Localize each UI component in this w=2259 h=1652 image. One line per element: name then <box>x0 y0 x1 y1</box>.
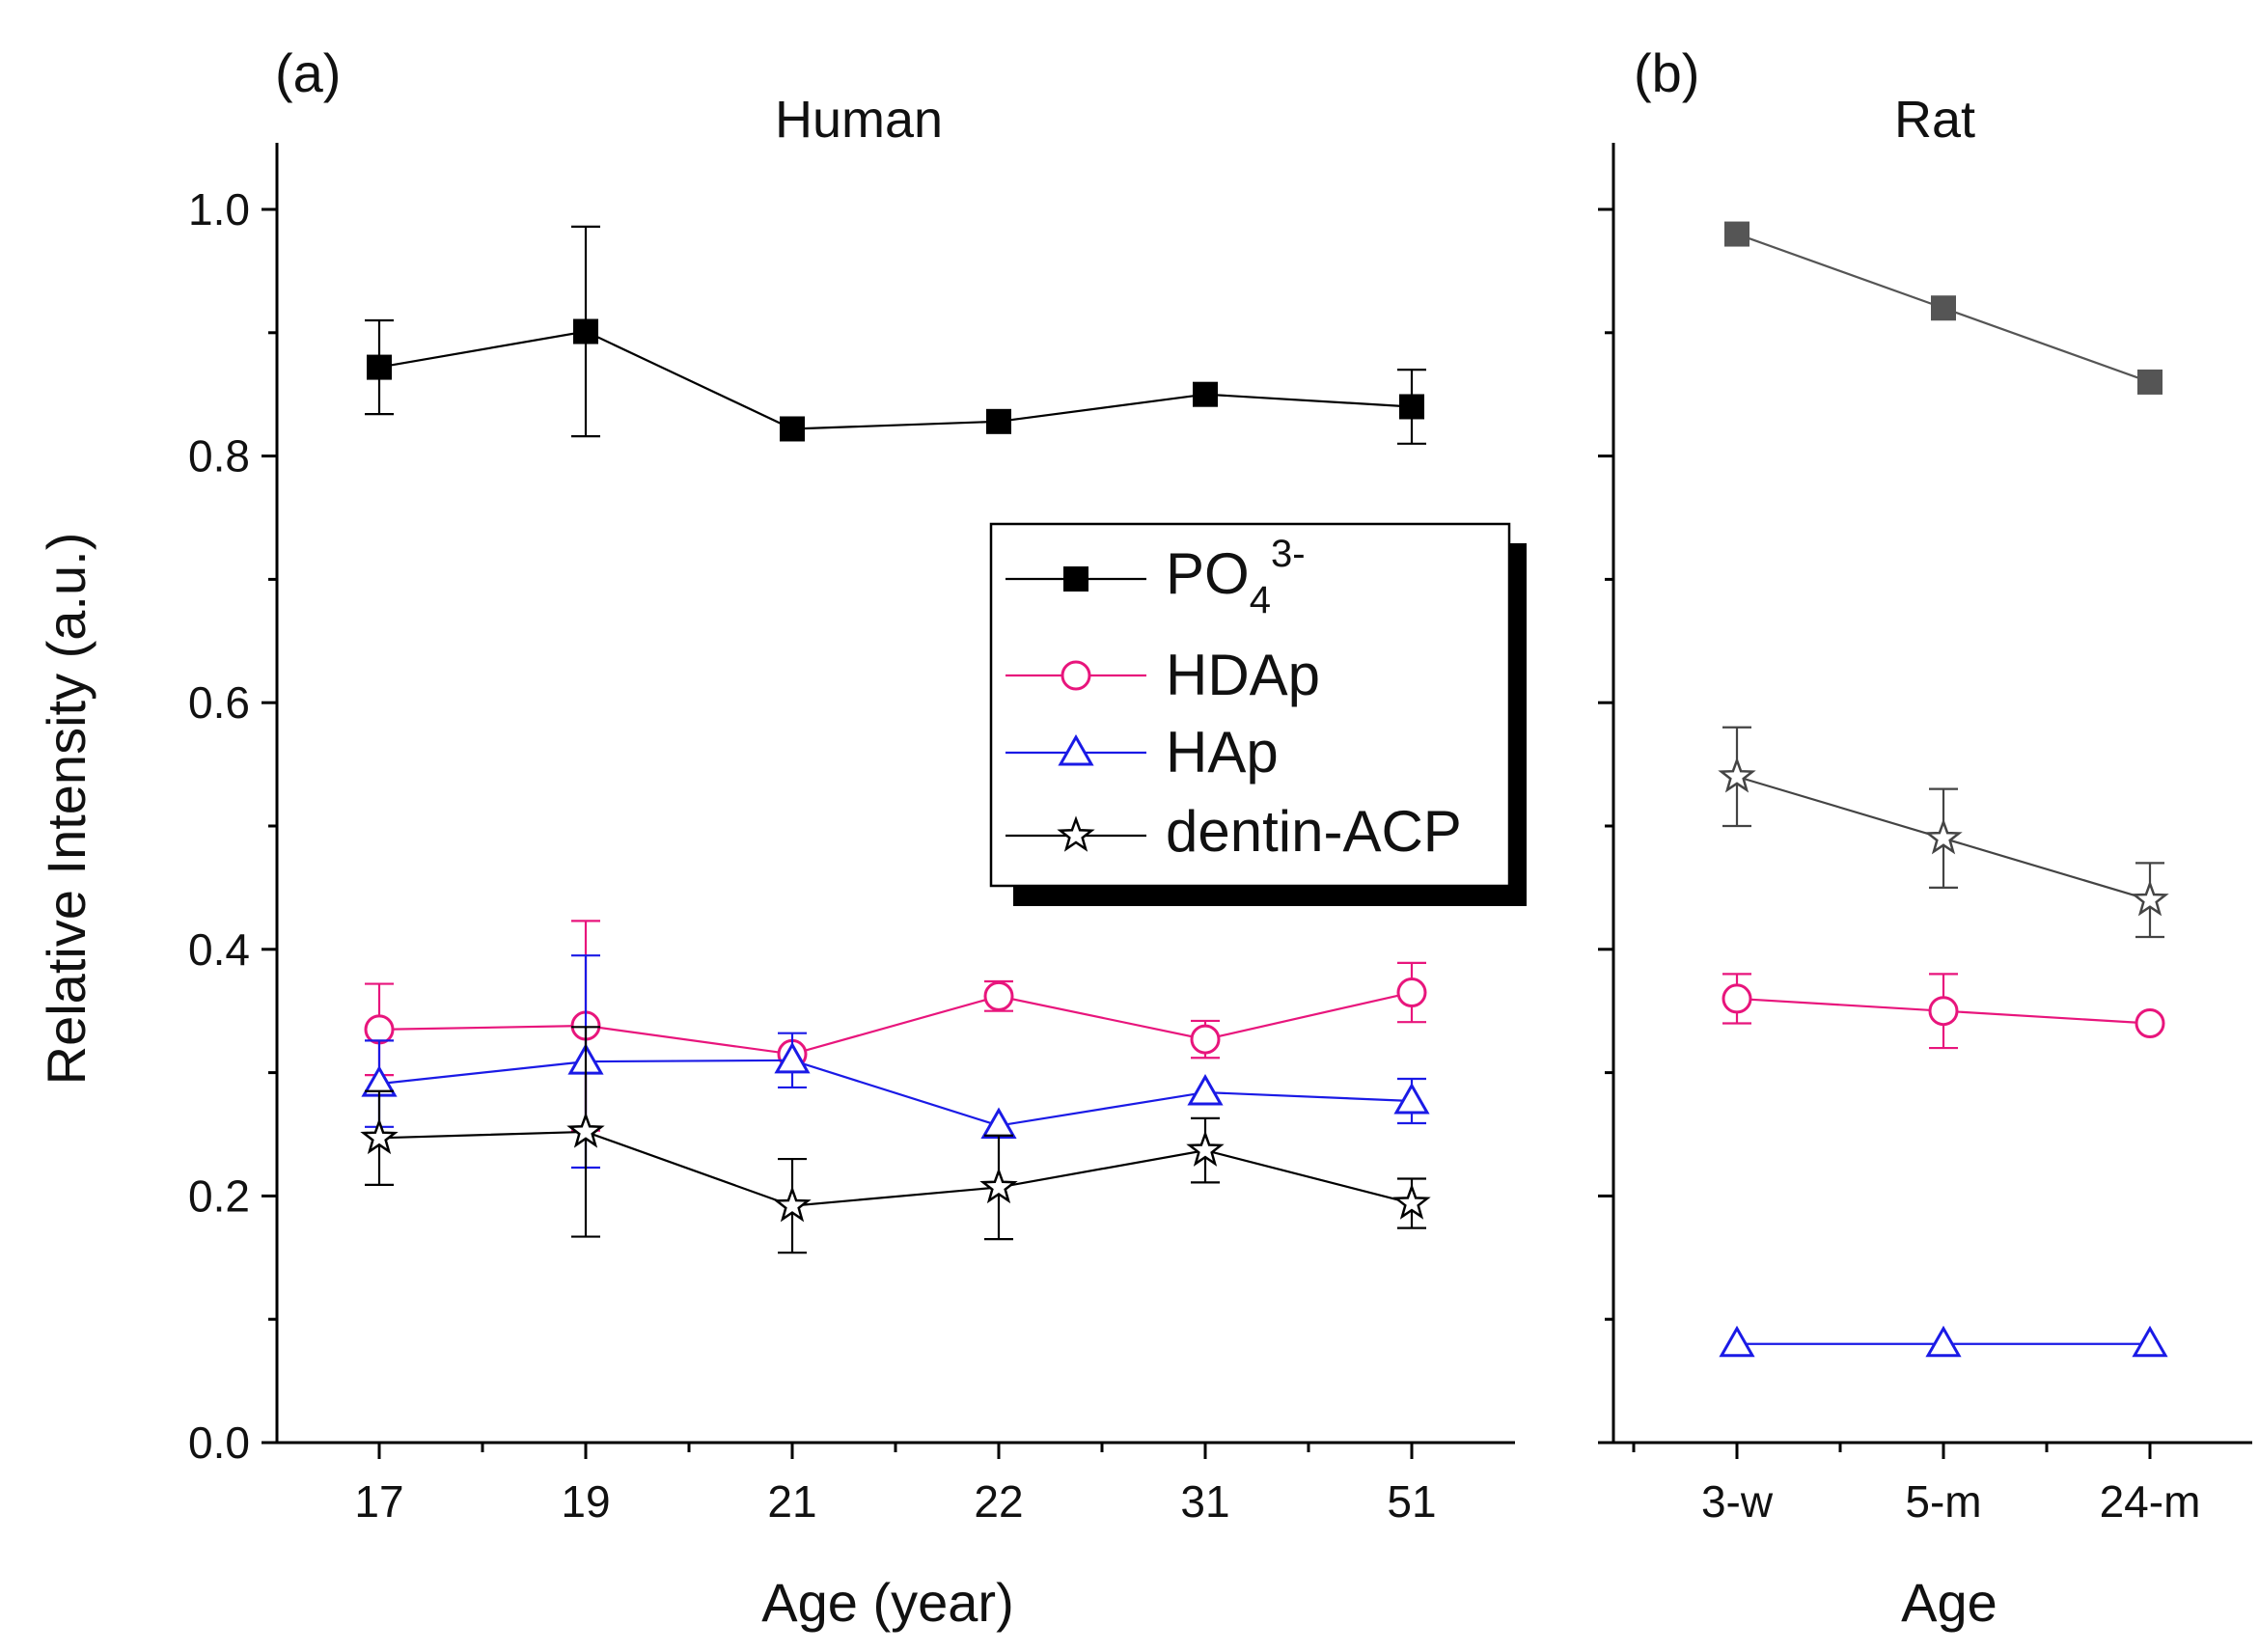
panel-a-hdap-point <box>364 1014 395 1045</box>
panel-a-ytick-label: 1.0 <box>188 184 250 234</box>
panel-b-series-po4 <box>1724 221 2163 395</box>
legend-marker-hdap <box>1061 660 1091 691</box>
panel-a-hdap-point <box>1190 1024 1221 1055</box>
panel-a-ytick-label: 0.4 <box>188 924 250 975</box>
legend-marker-acp <box>1057 815 1095 852</box>
panel-b-hap-point <box>1719 1325 1755 1358</box>
panel-b-plot: 3-w 5-m 24-m <box>1598 143 2252 1527</box>
panel-b-series-hdap <box>1722 973 2165 1050</box>
panel-a-po4-point <box>573 318 598 344</box>
panel-b-tag: (b) <box>1634 42 1699 103</box>
panel-a-xlabel: Age (year) <box>761 1572 1013 1633</box>
panel-a-ytick-label: 0.2 <box>188 1170 250 1221</box>
panel-b-hdap-point <box>1722 983 1752 1014</box>
panel-a-po4-point <box>780 416 805 442</box>
panel-a-xtick-label: 21 <box>767 1476 816 1527</box>
legend-po4-sub: 4 <box>1250 579 1271 621</box>
legend-label-acp: dentin-ACP <box>1166 799 1462 864</box>
panel-a-po4-line <box>378 330 1413 430</box>
panel-a-ytick-label: 0.0 <box>188 1418 250 1468</box>
legend-po4-base: PO <box>1166 541 1250 606</box>
panel-a-po4-point <box>986 408 1011 434</box>
panel-b-po4-point <box>1931 295 1956 321</box>
panel-b-hap-point <box>2132 1325 2168 1358</box>
legend-label-po4: PO43- <box>1166 533 1306 621</box>
panel-a-hdap-line <box>378 991 1413 1056</box>
panel-b-po4-point <box>2137 369 2163 395</box>
panel-a-hdap-point <box>983 980 1014 1011</box>
panel-a-po4-point <box>367 354 392 380</box>
panel-a-xtick-label: 22 <box>974 1476 1023 1527</box>
panel-b-series-hap <box>1719 1325 2168 1358</box>
panel-a-ytick-label: 0.8 <box>188 431 250 482</box>
panel-a-acp-point <box>360 1117 399 1155</box>
panel-a-hap-point <box>1393 1082 1430 1115</box>
panel-b-xtick-label: 3-w <box>1701 1476 1774 1527</box>
panel-b-hdap-point <box>2135 1007 2165 1038</box>
panel-a-po4-point <box>1399 394 1424 420</box>
panel-b-hdap-point <box>1928 996 1959 1027</box>
panel-a-series-po4 <box>365 225 1426 445</box>
legend-marker-hap <box>1058 733 1094 766</box>
legend-label-hap: HAp <box>1166 720 1279 785</box>
panel-a-plot: 0.0 0.2 0.4 0.6 0.8 1.0 17 19 21 22 31 51 <box>188 143 1515 1527</box>
panel-a-xtick-label: 51 <box>1387 1476 1436 1527</box>
panel-a-series-hap <box>361 954 1430 1170</box>
panel-a-acp-point <box>1186 1130 1225 1167</box>
panel-a-po4-point <box>1193 381 1218 407</box>
panel-b-xlabel: Age <box>1901 1572 1997 1633</box>
panel-a-acp-line <box>378 1130 1413 1207</box>
panel-a-ytick-label: 0.6 <box>188 677 250 728</box>
panel-b-hap-point <box>1925 1325 1962 1358</box>
panel-b-series-acp <box>1718 726 2169 939</box>
panel-a-tag: (a) <box>275 42 341 103</box>
panel-a-ylabel: Relative Intensity (a.u.) <box>36 533 96 1086</box>
panel-b-acp-point <box>2131 880 2169 917</box>
panel-b-xtick-label: 5-m <box>1905 1476 1981 1527</box>
panel-a-hap-point <box>1187 1074 1224 1106</box>
panel-b-acp-point <box>1718 757 1756 793</box>
panel-b-acp-point <box>1924 818 1963 855</box>
panel-a-acp-point <box>1392 1183 1431 1220</box>
panel-a-acp-point <box>979 1167 1018 1204</box>
panel-a-series-acp <box>360 1026 1431 1254</box>
panel-a-acp-point <box>566 1112 605 1148</box>
panel-a-title: Human <box>775 91 943 149</box>
panel-a-hap-line <box>378 1059 1413 1127</box>
panel-a-xtick-label: 17 <box>354 1476 403 1527</box>
panel-a-hap-point <box>774 1041 811 1074</box>
legend: PO43- HDAp HAp dentin-ACP <box>989 522 1527 906</box>
panel-a-acp-point <box>773 1185 812 1223</box>
legend-label-hdap: HDAp <box>1166 643 1320 707</box>
panel-a-xtick-label: 19 <box>561 1476 610 1527</box>
panel-b-title: Rat <box>1894 91 1975 149</box>
panel-a-series-hdap <box>364 920 1427 1132</box>
panel-b-xtick-label: 24-m <box>2100 1476 2201 1527</box>
legend-marker-po4 <box>1063 566 1088 592</box>
panel-a-xtick-label: 31 <box>1180 1476 1229 1527</box>
legend-po4-sup: 3- <box>1271 533 1306 575</box>
panel-b-po4-point <box>1724 221 1749 247</box>
panel-a-hdap-point <box>1396 977 1427 1008</box>
